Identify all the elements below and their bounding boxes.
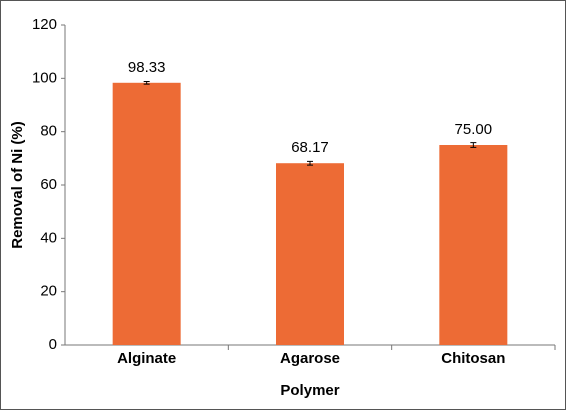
x-tick-label: Agarose	[280, 350, 340, 367]
y-tick-label: 120	[32, 16, 57, 33]
error-bar	[143, 80, 150, 85]
value-label: 75.00	[455, 121, 493, 138]
x-tick-label: Alginate	[117, 350, 176, 367]
y-tick-label: 60	[40, 176, 57, 193]
x-axis-label: Polymer	[280, 382, 339, 399]
value-label: 98.33	[128, 59, 166, 76]
y-tick-label: 20	[40, 283, 57, 300]
bar	[112, 82, 181, 345]
y-axis-label: Removal of Ni (%)	[9, 121, 26, 249]
bar	[276, 163, 344, 345]
y-tick-label: 100	[32, 69, 57, 86]
error-bar	[307, 160, 313, 166]
y-tick-label: 40	[40, 229, 57, 246]
bar	[439, 145, 508, 345]
y-tick-label: 0	[49, 336, 57, 353]
value-label: 68.17	[291, 139, 329, 156]
x-tick-label: Chitosan	[441, 350, 505, 367]
error-bar	[470, 142, 477, 148]
y-tick-label: 80	[40, 123, 57, 140]
